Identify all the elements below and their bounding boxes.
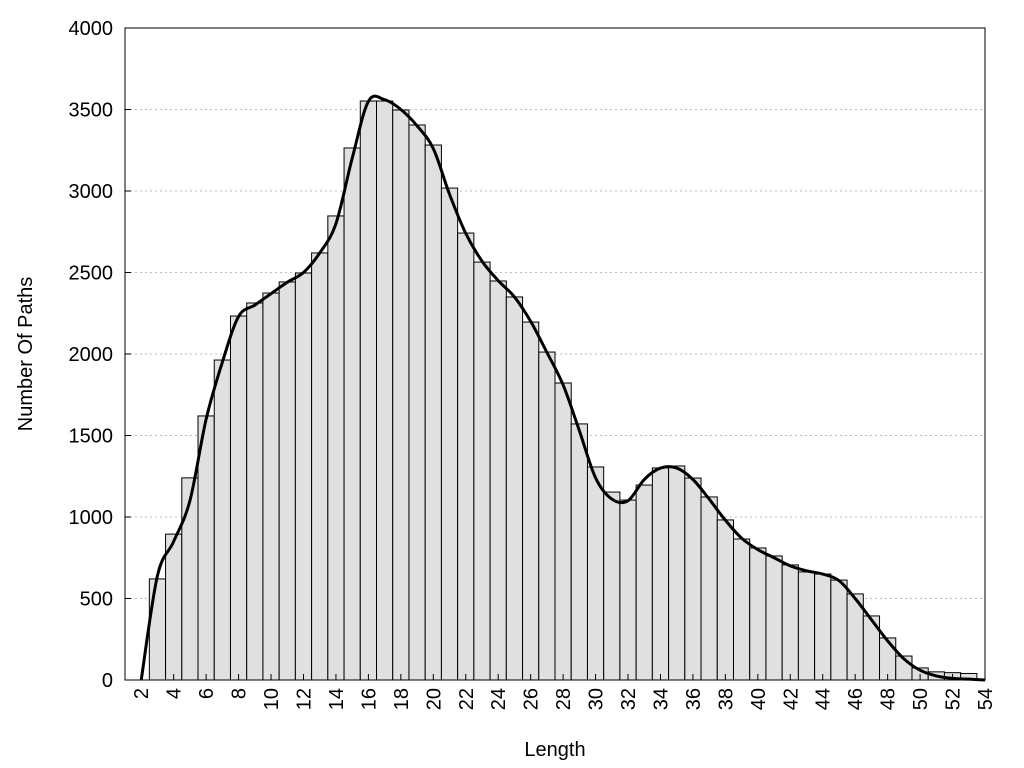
x-tick-label: 36 bbox=[683, 688, 705, 710]
bar bbox=[700, 496, 718, 681]
bar bbox=[603, 491, 621, 681]
x-tick-label: 40 bbox=[748, 688, 770, 710]
bar bbox=[376, 100, 394, 681]
bar bbox=[554, 382, 572, 681]
x-tick-label: 50 bbox=[910, 688, 932, 710]
bar bbox=[765, 555, 783, 681]
bar bbox=[749, 547, 767, 681]
bar bbox=[797, 571, 816, 681]
bar bbox=[440, 187, 459, 681]
x-tick-label: 12 bbox=[293, 688, 315, 710]
x-tick-label: 14 bbox=[326, 688, 348, 710]
x-tick-label: 16 bbox=[358, 688, 380, 710]
x-tick-label: 44 bbox=[813, 688, 835, 710]
bar bbox=[489, 280, 507, 681]
bar bbox=[814, 573, 832, 681]
bar bbox=[830, 579, 848, 681]
y-tick-label: 4000 bbox=[69, 18, 114, 40]
bar bbox=[684, 477, 702, 681]
bar bbox=[408, 124, 426, 681]
y-tick-label: 2000 bbox=[69, 344, 114, 366]
x-tick-label: 10 bbox=[261, 688, 283, 710]
bar bbox=[294, 272, 313, 681]
plot-frame bbox=[124, 27, 986, 681]
bar bbox=[651, 467, 670, 681]
x-tick-label: 2 bbox=[131, 688, 153, 699]
bar bbox=[457, 232, 475, 681]
x-tick-label: 30 bbox=[586, 688, 608, 710]
bar bbox=[538, 351, 556, 681]
y-tick-label: 3500 bbox=[69, 100, 114, 122]
bar bbox=[359, 100, 378, 681]
x-tick-label: 28 bbox=[553, 688, 575, 710]
y-tick-label: 1500 bbox=[69, 426, 114, 448]
x-tick-label: 22 bbox=[456, 688, 478, 710]
x-tick-label: 34 bbox=[650, 688, 672, 710]
y-tick-label: 0 bbox=[102, 670, 113, 692]
bar bbox=[505, 296, 524, 681]
bar bbox=[732, 538, 751, 681]
bar bbox=[668, 465, 686, 681]
x-tick-label: 42 bbox=[780, 688, 802, 710]
x-tick-label: 8 bbox=[229, 688, 251, 699]
y-tick-label: 2500 bbox=[69, 263, 114, 285]
bar bbox=[327, 215, 345, 681]
bar bbox=[392, 109, 410, 681]
x-tick-label: 54 bbox=[975, 688, 997, 710]
y-tick-label: 3000 bbox=[69, 181, 114, 203]
bar bbox=[229, 315, 248, 681]
x-tick-label: 32 bbox=[618, 688, 640, 710]
bar bbox=[246, 302, 264, 681]
bar bbox=[586, 466, 605, 681]
y-tick-label: 500 bbox=[80, 589, 113, 611]
density-curve bbox=[139, 94, 986, 682]
x-tick-label: 52 bbox=[943, 688, 965, 710]
bar bbox=[165, 533, 183, 681]
bar bbox=[522, 321, 540, 681]
bar bbox=[343, 147, 361, 681]
bar bbox=[619, 499, 637, 681]
y-axis-label: Number Of Paths bbox=[15, 277, 37, 432]
bar bbox=[311, 252, 329, 681]
x-tick-label: 26 bbox=[521, 688, 543, 710]
bar bbox=[570, 423, 588, 681]
x-tick-label: 24 bbox=[488, 688, 510, 710]
x-axis-label: Length bbox=[524, 739, 585, 761]
bar bbox=[781, 564, 799, 681]
x-tick-label: 46 bbox=[845, 688, 867, 710]
bar bbox=[879, 637, 897, 681]
x-tick-label: 6 bbox=[196, 688, 218, 699]
bar bbox=[278, 281, 296, 681]
bar bbox=[716, 519, 734, 681]
x-tick-label: 38 bbox=[715, 688, 737, 710]
bar bbox=[424, 144, 442, 681]
x-tick-label: 18 bbox=[391, 688, 413, 710]
bar bbox=[473, 261, 491, 681]
y-tick-label: 1000 bbox=[69, 507, 114, 529]
bar bbox=[262, 292, 280, 681]
bar bbox=[213, 359, 231, 681]
bar bbox=[635, 484, 653, 681]
bar bbox=[181, 477, 199, 681]
x-tick-label: 20 bbox=[423, 688, 445, 710]
bar bbox=[148, 578, 167, 681]
x-tick-label: 4 bbox=[164, 688, 186, 699]
x-tick-label: 48 bbox=[878, 688, 900, 710]
